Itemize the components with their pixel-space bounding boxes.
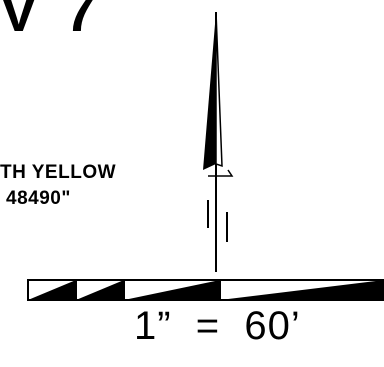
north-arrow-barb (208, 169, 234, 177)
scale-bar-segment-2 (76, 280, 124, 300)
graphic-scale-bar (27, 279, 384, 301)
north-arrow-icon (203, 11, 234, 272)
north-arrow-head-right (215, 11, 223, 168)
sheet-title-fragment: V 7 (0, 0, 103, 43)
note-text-line-1: TH YELLOW (0, 162, 117, 183)
note-text-line-2: 48490" (6, 188, 71, 209)
scale-bar-segment-1 (28, 280, 76, 300)
scale-bar-segment-4 (220, 280, 384, 300)
scale-ratio-label: 1” = 60’ (134, 304, 301, 348)
scale-bar-segment-3 (124, 280, 220, 300)
north-arrow-head-left (203, 12, 216, 170)
